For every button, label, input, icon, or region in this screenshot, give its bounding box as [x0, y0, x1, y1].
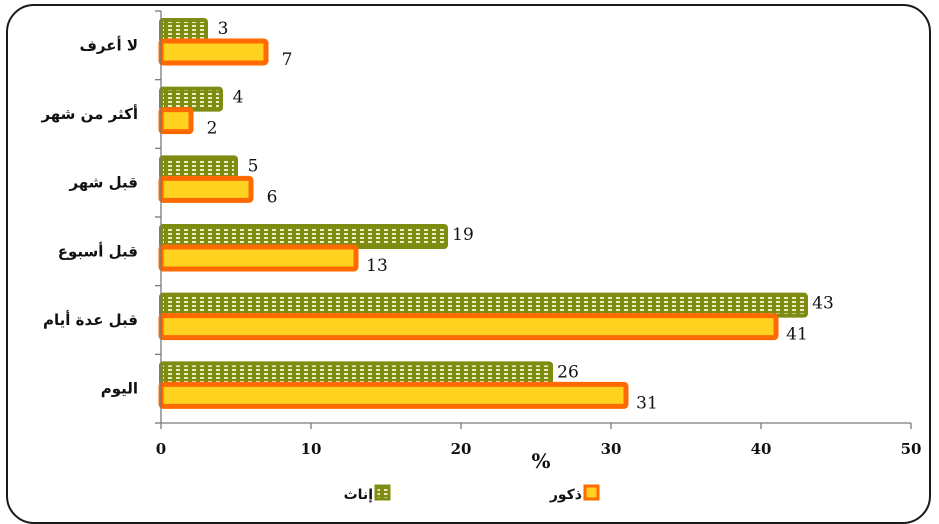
value-label-male-3: 13	[366, 256, 388, 276]
bar-female-5	[159, 361, 553, 387]
value-label-female-3: 19	[452, 225, 474, 245]
legend-swatch-male	[583, 484, 600, 501]
axes: لا أعرف أكثر من شهر قبل شهر قبل أسبوع قبل عد…	[40, 10, 922, 458]
category-label-0: لا أعرف	[79, 35, 138, 54]
value-label-male-4: 41	[786, 325, 808, 345]
bar-female-4	[159, 292, 808, 318]
x-tick-label-4: 40	[751, 440, 772, 458]
value-label-female-4: 43	[812, 294, 834, 314]
bar-female-0	[159, 18, 208, 43]
category-label-5: اليوم	[101, 380, 138, 398]
x-tick-label-1: 10	[301, 440, 322, 458]
bar-male-1	[158, 107, 194, 135]
legend-label-female: إناث	[344, 487, 373, 503]
value-label-female-1: 4	[233, 88, 244, 108]
bar-female-1	[159, 86, 223, 112]
value-label-male-2: 6	[267, 187, 278, 207]
legend: إناث ذكور	[344, 484, 600, 503]
bar-female-2	[159, 155, 238, 181]
category-label-1: أكثر من شهر	[40, 104, 138, 123]
x-tick-label-3: 30	[601, 440, 622, 458]
value-label-male-5: 31	[636, 393, 658, 413]
legend-label-male: ذكور	[549, 487, 582, 503]
value-label-male-1: 2	[207, 119, 218, 139]
bar-female-3	[159, 224, 448, 249]
category-label-3: قبل أسبوع	[58, 241, 138, 260]
x-tick-label-2: 20	[451, 440, 472, 458]
bar-male-0	[158, 38, 269, 66]
category-label-4: قبل عدة أيام	[43, 310, 138, 329]
bar-male-4	[158, 313, 779, 341]
bar-male-5	[158, 381, 629, 409]
legend-swatch-female	[374, 484, 391, 501]
x-tick-label-0: 0	[156, 440, 166, 458]
x-tick-label-5: 50	[901, 440, 922, 458]
bar-male-2	[158, 175, 254, 203]
x-axis-title: %	[531, 449, 550, 473]
bar-male-3	[158, 244, 359, 272]
value-label-female-5: 26	[557, 362, 579, 382]
value-label-male-0: 7	[282, 50, 293, 70]
value-label-female-0: 3	[218, 19, 229, 39]
value-label-female-2: 5	[248, 156, 259, 176]
category-label-2: قبل شهر	[68, 174, 138, 192]
